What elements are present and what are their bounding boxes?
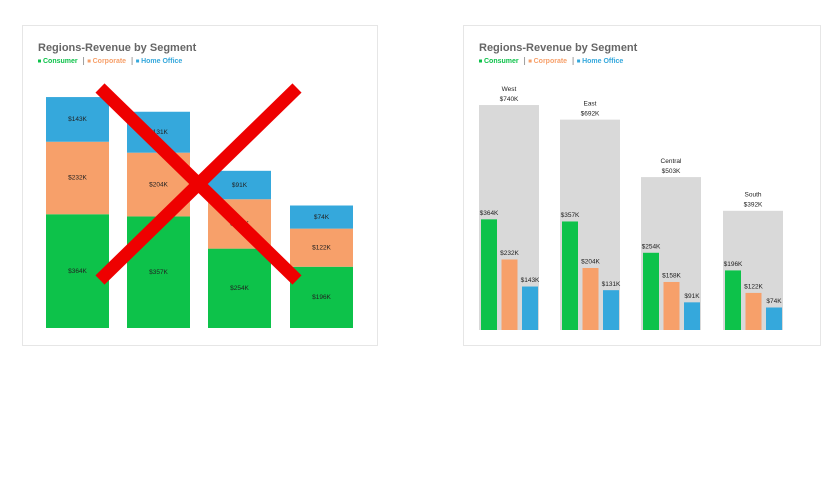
- value-label: $204K: [149, 181, 168, 188]
- value-label: $196K: [724, 261, 743, 268]
- bar: [643, 252, 659, 330]
- chart-title: Regions-Revenue by Segment: [38, 42, 197, 54]
- value-label: $91K: [684, 293, 700, 300]
- legend-label: Home Office: [141, 58, 182, 65]
- bar: [745, 292, 762, 330]
- value-label: $232K: [68, 175, 87, 182]
- value-label: $122K: [744, 284, 763, 291]
- value-label: $131K: [602, 281, 621, 288]
- legend-marker: [136, 59, 140, 63]
- bar: [582, 267, 599, 330]
- value-label: $357K: [149, 269, 168, 276]
- bar-segment: [290, 205, 353, 229]
- total-label: $503K: [662, 168, 681, 175]
- value-label: $74K: [314, 214, 330, 221]
- category-label: East: [583, 100, 596, 107]
- legend-marker: [528, 59, 532, 63]
- bar: [481, 219, 497, 330]
- total-label: $392K: [744, 202, 763, 209]
- category-label: Central: [661, 158, 683, 165]
- value-label: $131K: [149, 129, 168, 136]
- value-label: $364K: [68, 268, 87, 275]
- legend-label: Corporate: [93, 58, 127, 65]
- category-label: West: [502, 86, 517, 93]
- bar-segment: [46, 214, 109, 328]
- bar: [522, 286, 538, 330]
- category-label: South: [745, 192, 762, 199]
- value-label: $232K: [500, 250, 519, 257]
- legend-marker: [577, 59, 581, 63]
- bar: [684, 302, 700, 330]
- legend-marker: [38, 59, 41, 63]
- bar-segment: [290, 228, 353, 267]
- bar: [725, 270, 741, 330]
- bar: [603, 290, 619, 330]
- value-label: $158K: [662, 273, 681, 280]
- value-label: $204K: [581, 259, 600, 266]
- value-label: $143K: [68, 116, 87, 123]
- value-label: $364K: [480, 210, 499, 217]
- bar-segment: [208, 248, 271, 328]
- bar-segment: [290, 266, 353, 328]
- legend-label: Consumer: [484, 58, 519, 65]
- bar: [501, 259, 518, 330]
- value-label: $254K: [230, 285, 249, 292]
- value-label: $91K: [232, 182, 248, 189]
- legend-label: Corporate: [534, 58, 568, 65]
- cross-annotation: [95, 83, 302, 285]
- legend-marker: [87, 59, 91, 63]
- value-label: $357K: [561, 212, 580, 219]
- legend-label: Home Office: [582, 58, 623, 65]
- value-label: $122K: [312, 244, 331, 251]
- bar: [663, 281, 680, 330]
- bar: [766, 307, 782, 330]
- value-label: $254K: [642, 244, 661, 251]
- total-label: $692K: [581, 110, 600, 117]
- value-label: $196K: [312, 294, 331, 301]
- chart-right: Regions-Revenue by Segment Consumer Corpor…: [479, 42, 783, 330]
- bar-segment: [46, 141, 109, 215]
- legend-label: Consumer: [43, 58, 78, 65]
- legend-marker: [479, 59, 482, 63]
- bar: [562, 221, 578, 330]
- value-label: $74K: [766, 298, 782, 305]
- total-label: $740K: [500, 96, 519, 103]
- value-label: $143K: [521, 277, 540, 284]
- chart-title: Regions-Revenue by Segment: [479, 42, 638, 54]
- bar-segment: [46, 97, 109, 142]
